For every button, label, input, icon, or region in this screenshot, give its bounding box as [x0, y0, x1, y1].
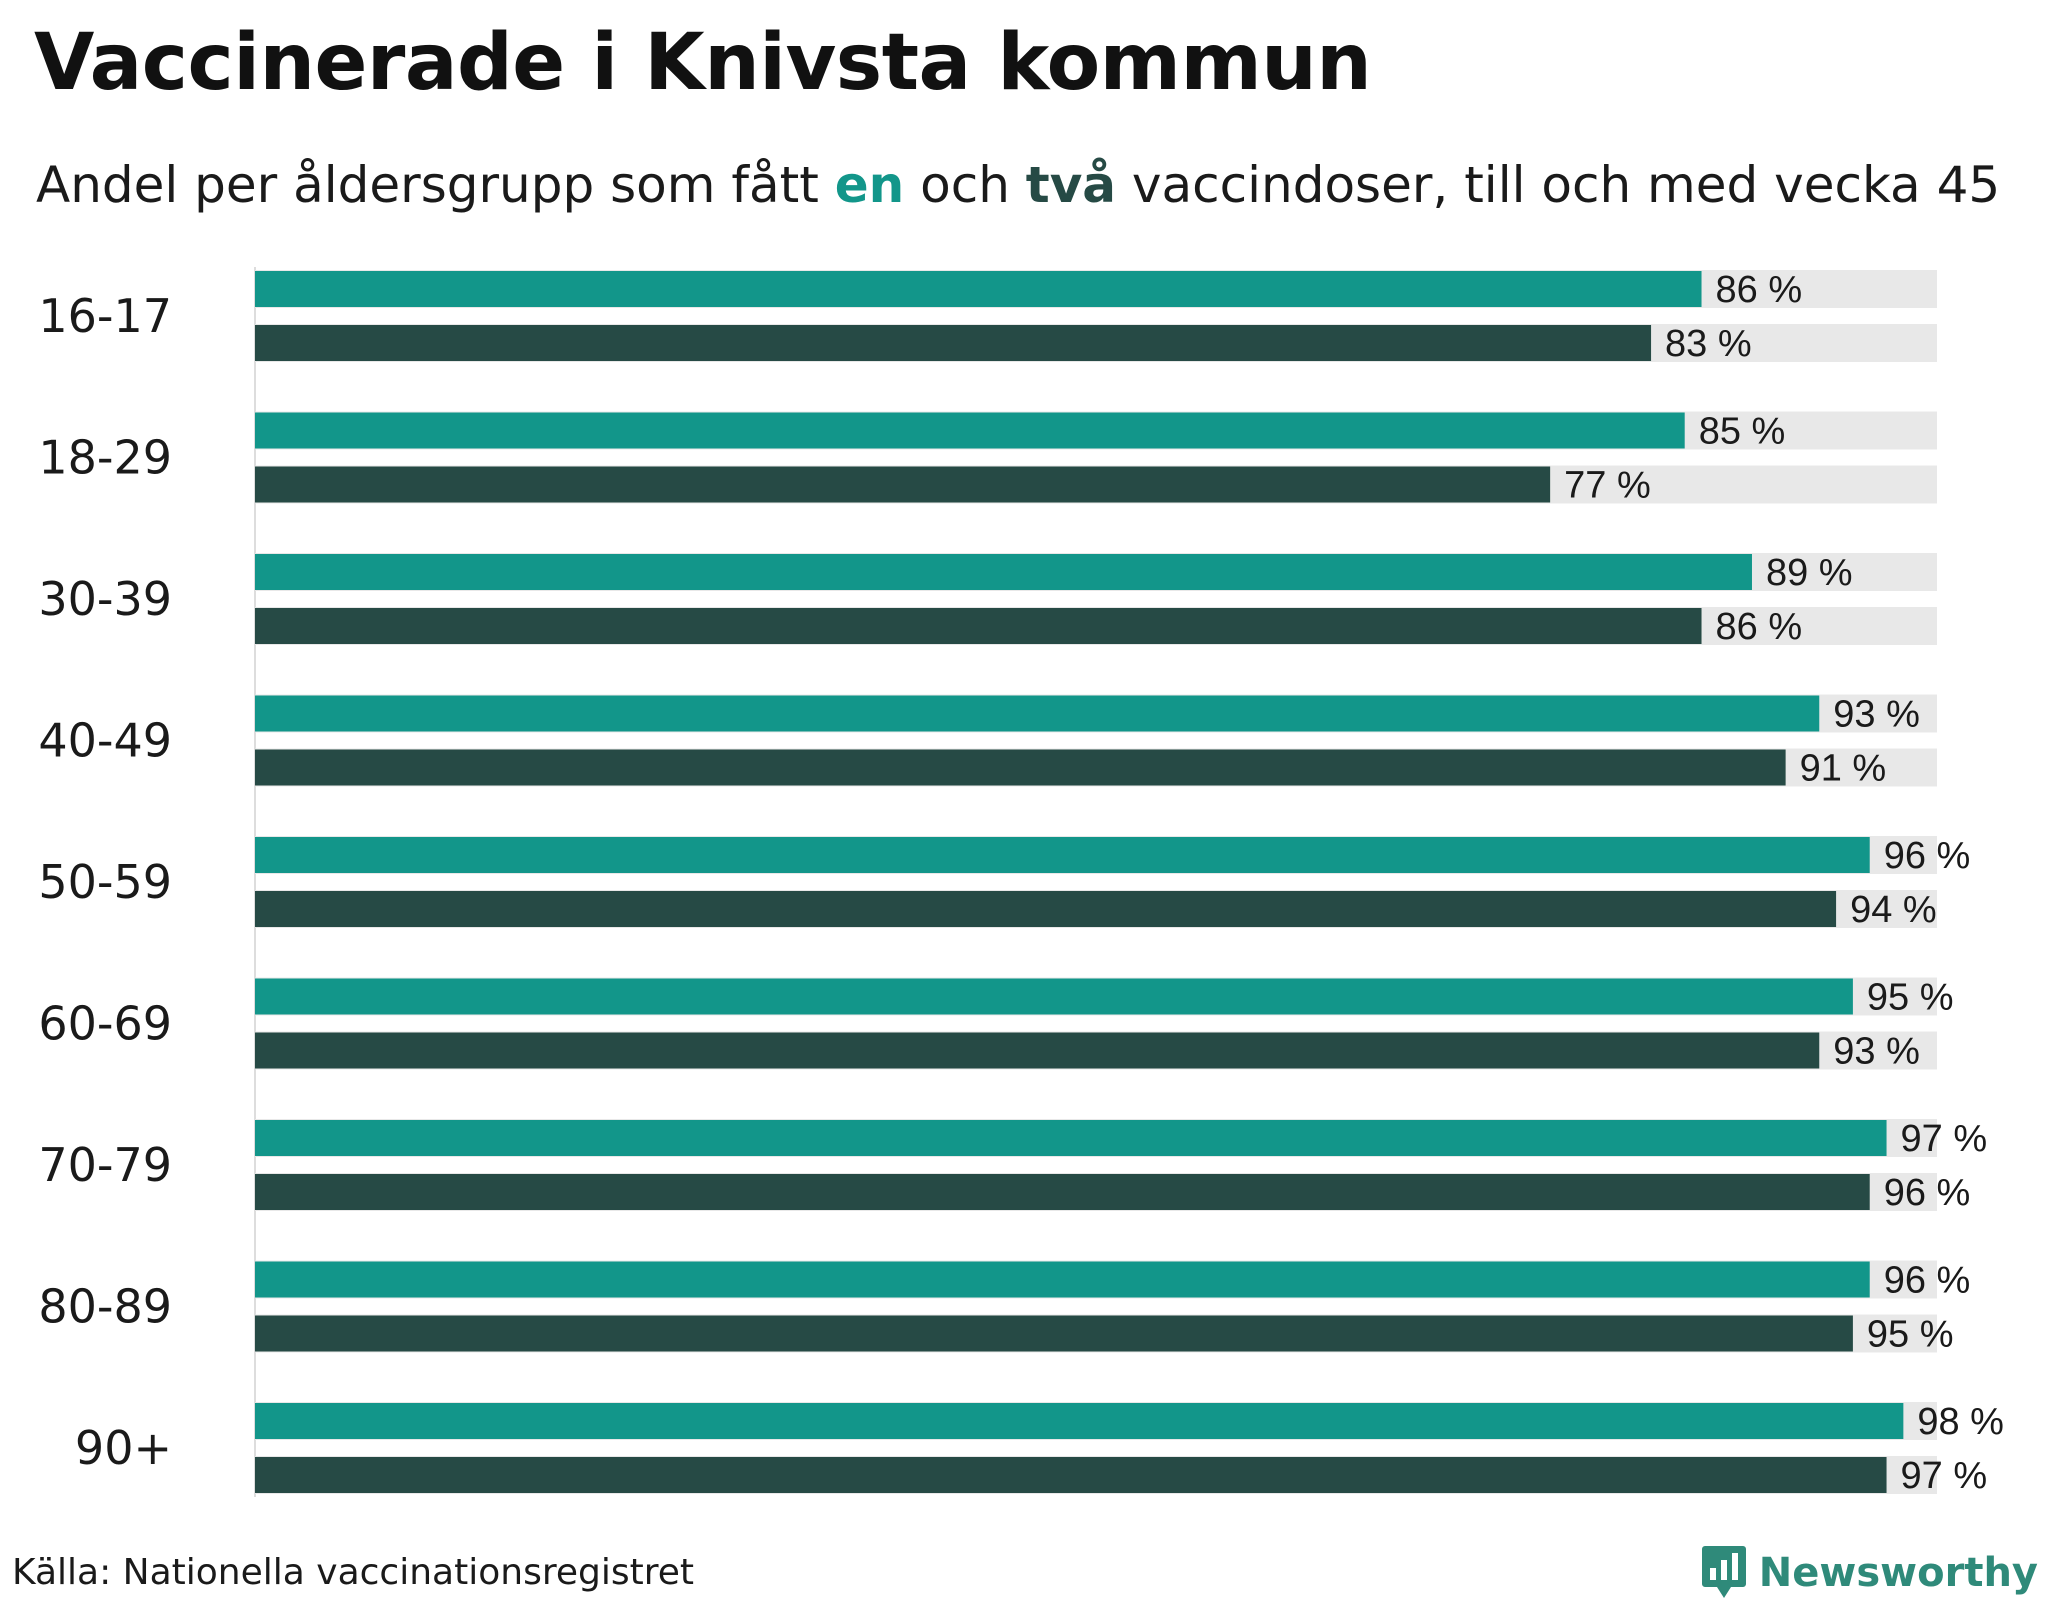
category-label: 90+ — [75, 1421, 172, 1475]
category-label: 50-59 — [38, 855, 172, 909]
data-label: 91 % — [1800, 748, 1887, 790]
brand-name: Newsworthy — [1758, 1550, 2038, 1596]
category-label: 18-29 — [38, 431, 172, 485]
bar-dose-two — [255, 1174, 1870, 1210]
data-label: 96 % — [1884, 1260, 1971, 1302]
bar-dose-two — [255, 325, 1652, 361]
bar-dose-one — [255, 978, 1853, 1015]
data-label: 94 % — [1850, 889, 1937, 931]
data-label: 83 % — [1665, 323, 1752, 365]
bar-dose-two — [255, 1315, 1853, 1352]
category-label: 40-49 — [38, 714, 172, 768]
bar-dose-one — [255, 1261, 1870, 1298]
bar-dose-one — [255, 271, 1702, 307]
category-label: 16-17 — [38, 289, 172, 343]
data-label: 77 % — [1564, 465, 1651, 507]
bar-dose-two — [255, 466, 1551, 503]
brand-logo: Newsworthy — [1701, 1544, 2038, 1602]
category-label: 70-79 — [38, 1138, 172, 1192]
data-label: 97 % — [1901, 1455, 1988, 1497]
data-label: 85 % — [1699, 411, 1786, 453]
source-note: Källa: Nationella vaccinationsregistret — [12, 1552, 694, 1593]
bar-dose-two — [255, 1032, 1820, 1069]
bar-dose-one — [255, 554, 1752, 590]
data-label: 95 % — [1867, 1314, 1954, 1356]
data-label: 86 % — [1716, 269, 1803, 311]
bar-dose-two — [255, 608, 1702, 644]
subtitle-text-end: vaccindoser, till och med vecka 45 — [1116, 156, 2001, 214]
bar-dose-one — [255, 837, 1870, 873]
data-label: 89 % — [1766, 552, 1853, 594]
bar-dose-one — [255, 1403, 1904, 1439]
data-label: 96 % — [1884, 835, 1971, 877]
bar-chart: 16-17 86 % 83 % 18-29 85 % 77 % 30-39 89 % 86 % 4… — [38, 267, 2004, 1497]
category-label: 30-39 — [38, 572, 172, 626]
subtitle-legend-one-dose: en — [834, 156, 905, 214]
bar-dose-one — [255, 1120, 1887, 1156]
bar-dose-one — [255, 412, 1685, 449]
subtitle-text-middle: och — [904, 156, 1026, 214]
category-label: 60-69 — [38, 997, 172, 1051]
chart-title: Vaccinerade i Knivsta kommun — [34, 18, 1372, 108]
chart-subtitle: Andel per åldersgrupp som fått en och tv… — [36, 156, 2000, 214]
data-label: 98 % — [1917, 1401, 2004, 1443]
data-label: 96 % — [1884, 1172, 1971, 1214]
bar-dose-two — [255, 1457, 1887, 1493]
data-label: 97 % — [1901, 1118, 1988, 1160]
category-label: 80-89 — [38, 1280, 172, 1334]
subtitle-text-start: Andel per åldersgrupp som fått — [36, 156, 835, 214]
bar-dose-one — [255, 695, 1820, 732]
data-label: 93 % — [1833, 694, 1920, 736]
bar-dose-two — [255, 749, 1786, 786]
data-label: 95 % — [1867, 977, 1954, 1019]
data-label: 86 % — [1716, 606, 1803, 648]
data-label: 93 % — [1833, 1031, 1920, 1073]
subtitle-legend-two-doses: två — [1025, 156, 1117, 214]
newsworthy-logo-icon — [1701, 1546, 1746, 1598]
bar-dose-two — [255, 891, 1837, 927]
